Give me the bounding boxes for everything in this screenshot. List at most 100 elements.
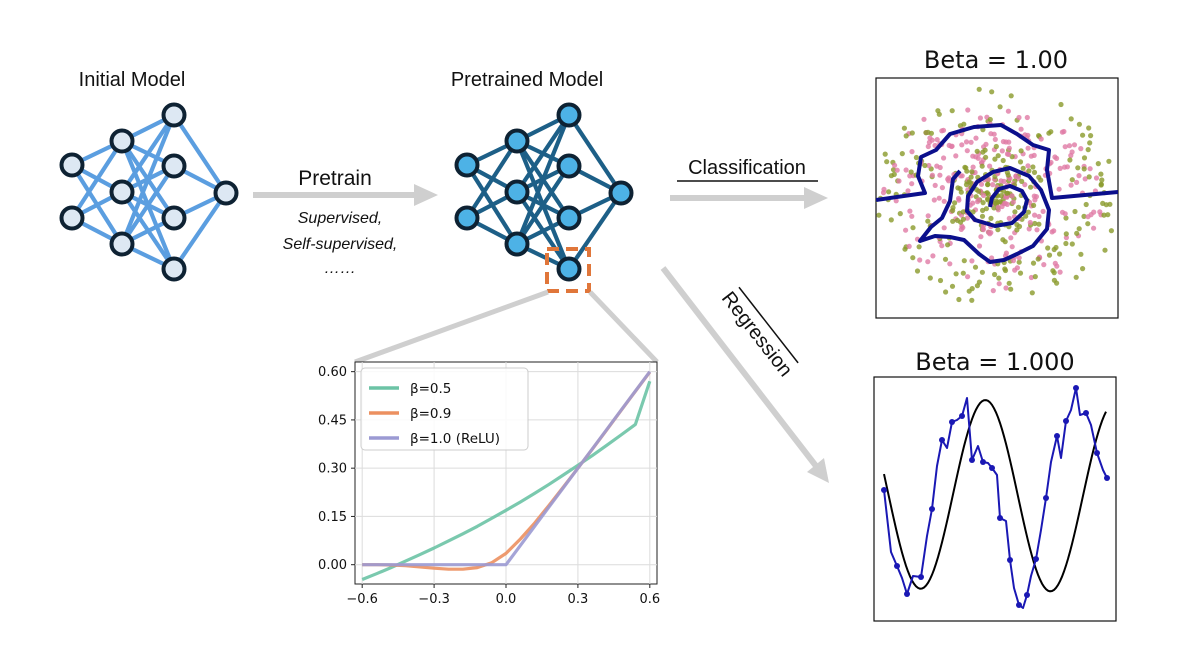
class-point xyxy=(1080,132,1086,138)
network-node xyxy=(454,152,480,178)
class-point xyxy=(1048,129,1054,135)
class-point xyxy=(1010,258,1017,264)
class-point xyxy=(956,296,962,303)
regression-label: Regression xyxy=(717,288,797,381)
class-point xyxy=(995,204,1001,210)
class-point xyxy=(955,185,961,191)
class-point xyxy=(884,159,890,165)
class-point xyxy=(1093,175,1100,181)
class-point xyxy=(1027,219,1033,226)
network-node xyxy=(556,205,582,231)
highlight-node-box xyxy=(545,247,591,293)
regression-point xyxy=(881,487,887,493)
class-point xyxy=(991,131,997,137)
network-node xyxy=(161,205,187,231)
class-point xyxy=(1020,165,1026,171)
class-point xyxy=(997,199,1003,205)
network-node xyxy=(213,180,239,206)
class-point xyxy=(949,108,955,114)
class-point xyxy=(1006,215,1012,221)
class-point xyxy=(987,163,993,169)
class-point xyxy=(1036,221,1042,227)
chart-legend-label-2: β=1.0 (ReLU) xyxy=(410,431,500,447)
class-point xyxy=(1058,101,1064,108)
class-point xyxy=(1091,225,1097,231)
chart-series-line-0 xyxy=(361,380,652,581)
class-point xyxy=(1081,213,1087,219)
pretrain-method-supervised: Supervised, xyxy=(298,210,383,227)
class-point xyxy=(995,153,1001,159)
class-point xyxy=(1036,174,1042,180)
chart-y-tick-label: 0.30 xyxy=(318,462,347,477)
class-point xyxy=(880,190,887,196)
class-point xyxy=(1026,168,1032,174)
decision-boundary-spiral xyxy=(918,166,1051,264)
class-point xyxy=(1035,256,1041,262)
class-point xyxy=(969,286,975,292)
pretrain-arrow xyxy=(253,184,438,206)
class-point xyxy=(910,255,916,261)
network-edge xyxy=(515,113,571,194)
class-point xyxy=(945,176,951,182)
network-node xyxy=(59,152,85,178)
class-point xyxy=(972,264,979,270)
regression-point xyxy=(894,563,900,569)
class-point xyxy=(1036,213,1042,220)
class-point xyxy=(1009,193,1015,199)
class-point xyxy=(1075,165,1081,171)
class-point xyxy=(1087,140,1093,146)
class-point xyxy=(1004,190,1010,196)
class-point xyxy=(959,142,965,148)
class-point xyxy=(917,257,923,263)
class-point xyxy=(1032,274,1038,280)
chart-legend-label-1: β=0.9 xyxy=(410,406,451,422)
network-node xyxy=(109,179,135,205)
class-point xyxy=(1074,230,1080,236)
class-point xyxy=(1085,147,1091,153)
class-point xyxy=(985,182,991,188)
class-point xyxy=(943,289,949,295)
regression-overline xyxy=(738,286,799,364)
class-point xyxy=(1054,280,1060,286)
class-point xyxy=(909,181,915,187)
class-point xyxy=(894,167,900,173)
class-point xyxy=(965,107,971,113)
decision-boundary-outer xyxy=(876,123,1118,202)
class-point xyxy=(992,156,998,162)
regression-point xyxy=(1043,495,1049,501)
class-point xyxy=(1102,247,1108,253)
class-point xyxy=(1050,268,1056,274)
class-point xyxy=(1053,244,1059,251)
class-point xyxy=(1028,184,1034,190)
class-point xyxy=(1016,255,1022,261)
class-point xyxy=(963,165,969,171)
class-point xyxy=(1004,151,1011,157)
class-point xyxy=(1040,208,1046,214)
class-point xyxy=(937,277,944,284)
network-node xyxy=(161,256,187,282)
class-point xyxy=(1098,182,1104,188)
class-point xyxy=(1099,177,1105,183)
class-point xyxy=(1018,126,1024,132)
class-point xyxy=(907,208,913,214)
class-point xyxy=(1034,227,1040,233)
class-point xyxy=(936,195,942,201)
class-point xyxy=(1073,274,1079,280)
network-edge xyxy=(172,191,228,271)
class-point xyxy=(1101,212,1107,218)
class-point xyxy=(1098,171,1104,177)
class-point xyxy=(1030,164,1036,170)
class-point xyxy=(1015,204,1022,210)
class-point xyxy=(992,271,998,278)
class-point xyxy=(976,243,983,249)
class-point xyxy=(1106,158,1112,164)
class-point xyxy=(886,189,892,195)
class-point xyxy=(1000,157,1006,164)
network-edge xyxy=(172,113,228,195)
class-point xyxy=(1045,245,1051,251)
class-point xyxy=(1059,129,1065,135)
class-point xyxy=(945,242,951,248)
class-point xyxy=(1083,201,1089,208)
class-point xyxy=(988,230,994,236)
class-point xyxy=(989,89,995,95)
